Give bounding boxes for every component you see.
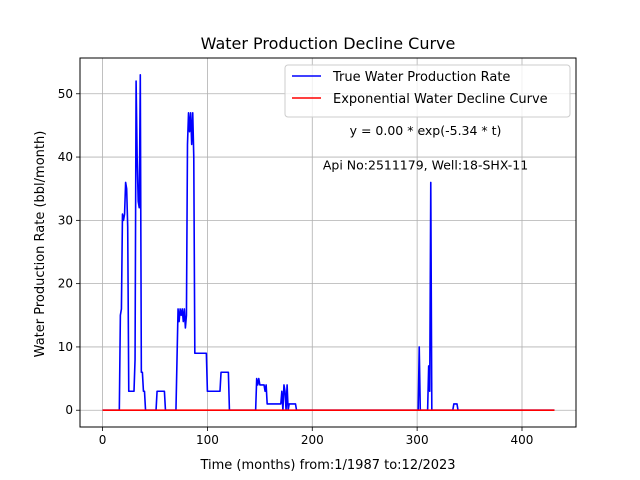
x-tick-label: 200: [301, 433, 324, 447]
legend-label-decline-curve: Exponential Water Decline Curve: [333, 92, 548, 107]
y-tick-label: 50: [58, 87, 73, 101]
annotation-1: Api No:2511179, Well:18-SHX-11: [323, 158, 528, 173]
x-tick-label: 300: [406, 433, 429, 447]
x-axis-label: Time (months) from:1/1987 to:12/2023: [199, 458, 455, 473]
y-tick-label: 30: [58, 213, 73, 227]
legend-label-true-rate: True Water Production Rate: [332, 70, 510, 85]
x-tick-label: 100: [196, 433, 219, 447]
y-tick-label: 20: [58, 277, 73, 291]
annotation-0: y = 0.00 * exp(-5.34 * t): [350, 123, 502, 138]
y-tick-label: 40: [58, 150, 73, 164]
annotations: y = 0.00 * exp(-5.34 * t) Api No:2511179,…: [323, 123, 528, 173]
chart-title: Water Production Decline Curve: [201, 34, 456, 53]
series-layer: [102, 73, 555, 412]
x-tick-label: 0: [99, 433, 107, 447]
ticks: 0 100 200 300 400 0 10 20 30 40 50: [58, 87, 534, 447]
legend-box: [284, 64, 571, 118]
x-tick-label: 400: [511, 433, 534, 447]
y-tick-label: 0: [65, 403, 73, 417]
legend: True Water Production Rate Exponential W…: [284, 64, 571, 118]
y-tick-label: 10: [58, 340, 73, 354]
y-axis-label: Water Production Rate (bbl/month): [33, 131, 48, 358]
plot-frame: [79, 57, 577, 428]
series-line-true-rate: [102, 73, 555, 412]
